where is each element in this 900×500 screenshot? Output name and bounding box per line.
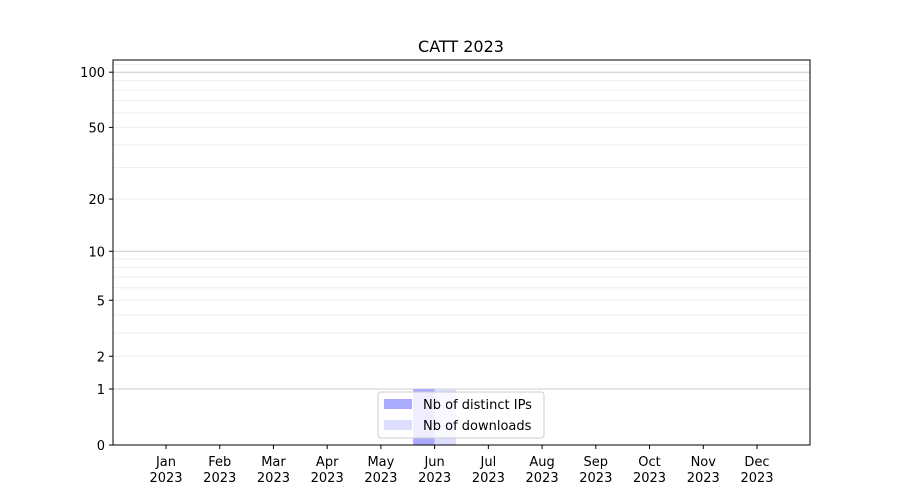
x-tick-label: Oct 2023	[633, 455, 666, 486]
chart-title: CATT 2023	[418, 37, 504, 56]
x-tick-label: Aug 2023	[526, 455, 559, 486]
y-tick-label: 100	[80, 66, 105, 81]
x-tick-label: Dec 2023	[740, 455, 773, 486]
x-tick-label: Nov 2023	[687, 455, 720, 486]
legend-swatch	[384, 399, 412, 409]
x-tick-label: Mar 2023	[257, 455, 290, 486]
y-tick-label: 0	[97, 439, 105, 454]
y-tick-label: 1	[97, 383, 105, 398]
y-tick-label: 50	[88, 121, 105, 136]
y-tick-label: 2	[97, 350, 105, 365]
legend-label: Nb of downloads	[423, 419, 532, 434]
y-tick-label: 20	[88, 193, 105, 208]
x-tick-label: May 2023	[364, 455, 397, 486]
legend: Nb of distinct IPs Nb of downloads	[377, 391, 545, 439]
x-tick-label: Jul 2023	[472, 455, 505, 486]
x-tick-label: Jan 2023	[149, 455, 182, 486]
x-tick-label: Sep 2023	[579, 455, 612, 486]
y-tick-label: 10	[88, 245, 105, 260]
legend-swatch	[384, 420, 412, 430]
x-tick-label: Feb 2023	[203, 455, 236, 486]
y-tick-label: 5	[97, 294, 105, 309]
legend-label: Nb of distinct IPs	[423, 398, 532, 413]
x-tick-label: Jun 2023	[418, 455, 451, 486]
x-tick-label: Apr 2023	[311, 455, 344, 486]
plot-frame	[112, 59, 811, 446]
legend-box	[377, 391, 545, 439]
